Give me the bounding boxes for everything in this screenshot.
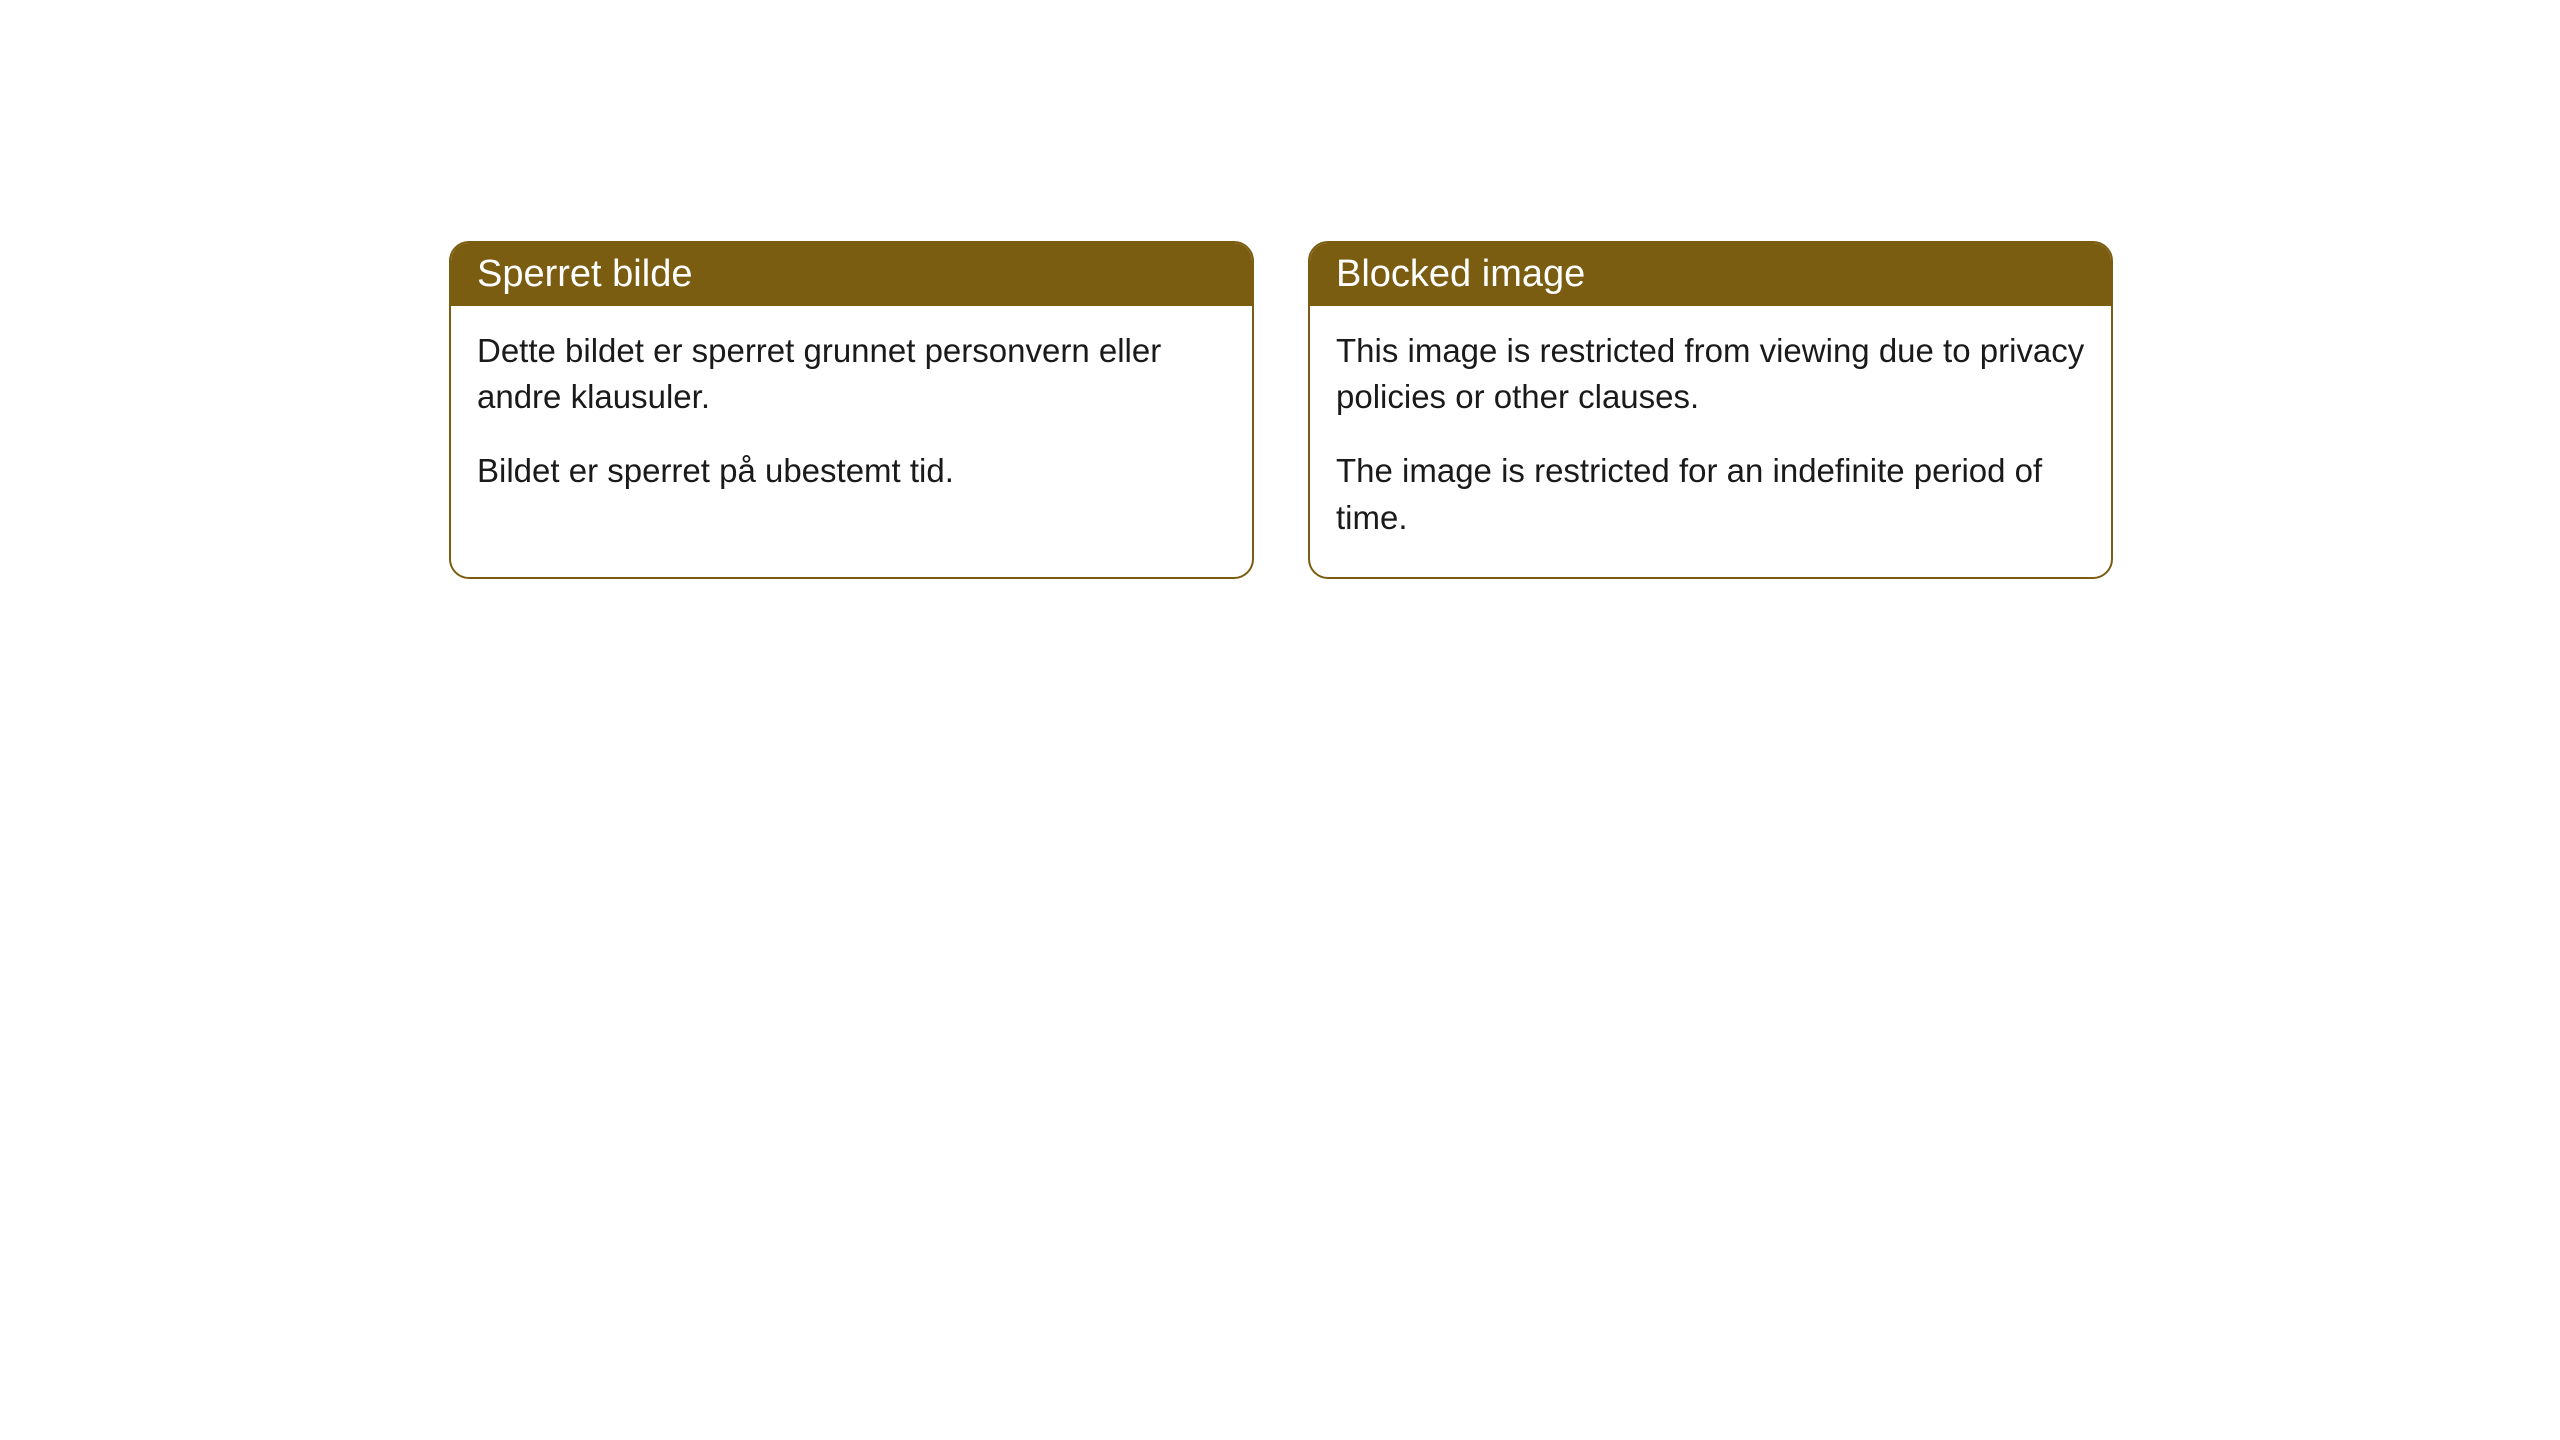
card-title: Blocked image xyxy=(1336,253,1585,295)
notice-cards-container: Sperret bilde Dette bildet er sperret gr… xyxy=(449,241,2113,579)
card-header-norwegian: Sperret bilde xyxy=(451,243,1252,306)
card-paragraph: Bildet er sperret på ubestemt tid. xyxy=(477,448,1226,494)
card-title: Sperret bilde xyxy=(477,253,692,295)
card-paragraph: Dette bildet er sperret grunnet personve… xyxy=(477,328,1226,420)
card-body-english: This image is restricted from viewing du… xyxy=(1310,306,2111,577)
card-paragraph: The image is restricted for an indefinit… xyxy=(1336,448,2085,540)
card-header-english: Blocked image xyxy=(1310,243,2111,306)
notice-card-english: Blocked image This image is restricted f… xyxy=(1308,241,2113,579)
notice-card-norwegian: Sperret bilde Dette bildet er sperret gr… xyxy=(449,241,1254,579)
card-paragraph: This image is restricted from viewing du… xyxy=(1336,328,2085,420)
card-body-norwegian: Dette bildet er sperret grunnet personve… xyxy=(451,306,1252,531)
